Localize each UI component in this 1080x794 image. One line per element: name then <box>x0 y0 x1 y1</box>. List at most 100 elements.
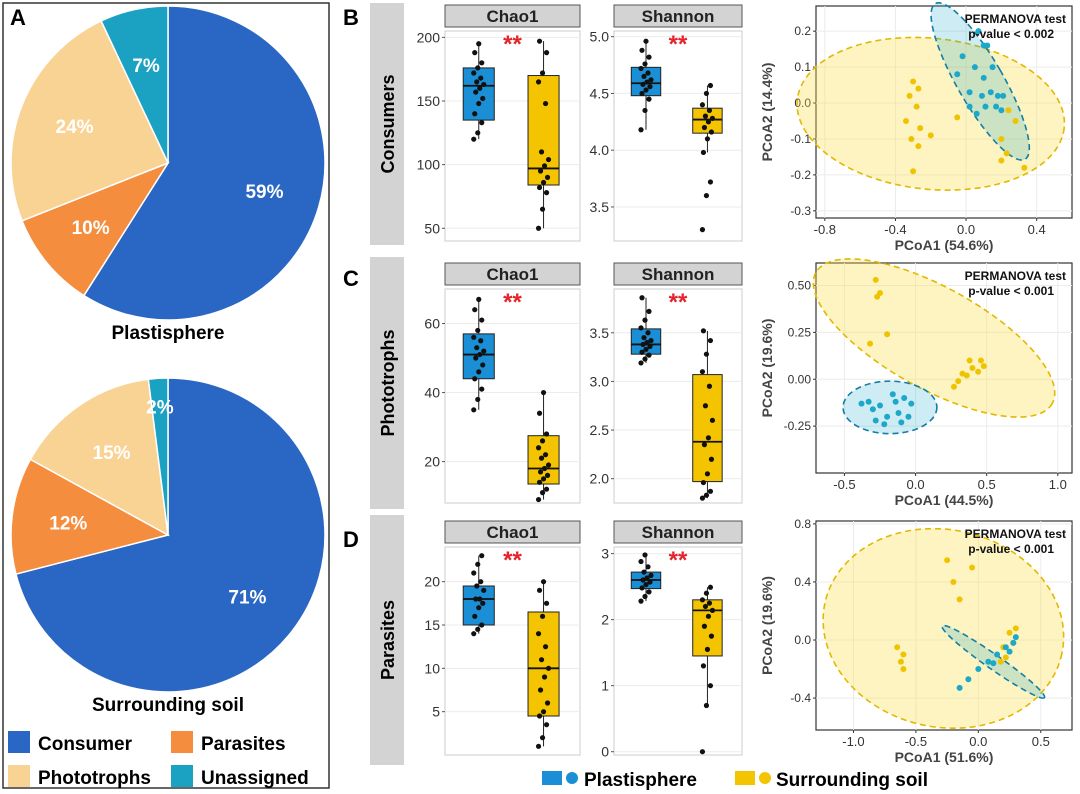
boxplot-parasites-shannon: Shannon 0 1 2 3 ** <box>601 520 743 760</box>
point-surrounding-soil <box>1021 164 1028 171</box>
point-plastisphere <box>959 53 966 60</box>
ellipse-plastisphere <box>930 2 1031 161</box>
pie-label-unassigned: 7% <box>132 56 160 77</box>
y-tick-label: 0.0 <box>794 633 811 647</box>
strip-chao1 <box>444 262 581 286</box>
point-surrounding-soil <box>704 136 711 142</box>
pie-label-parasites: 10% <box>72 218 110 239</box>
point-plastisphere <box>648 337 654 344</box>
point-surrounding-soil <box>701 623 708 629</box>
pie-slice-unassigned <box>147 377 169 536</box>
point-surrounding-soil <box>704 646 711 652</box>
point-plastisphere <box>971 64 978 71</box>
pie-slice-parasites <box>10 458 171 575</box>
significance-stars: ** <box>503 547 522 574</box>
x-tick-label: -1.0 <box>842 734 864 749</box>
point-plastisphere <box>956 684 963 691</box>
y-tick-label: 5 <box>432 704 440 720</box>
point-plastisphere <box>475 561 481 567</box>
point-plastisphere <box>989 64 996 71</box>
point-plastisphere <box>892 398 899 405</box>
point-surrounding-soil <box>535 79 542 85</box>
point-plastisphere <box>474 345 480 351</box>
point-surrounding-soil <box>700 663 707 669</box>
point-surrounding-soil <box>538 149 545 155</box>
y-tick-label: 200 <box>417 29 441 45</box>
x-tick-label: 0.0 <box>969 734 987 749</box>
point-plastisphere <box>889 391 896 398</box>
point-surrounding-soil <box>969 564 976 571</box>
pie-title-surrounding-soil: Surrounding soil <box>92 695 244 716</box>
point-surrounding-soil <box>540 389 547 396</box>
y-tick-label: 50 <box>424 220 440 236</box>
point-surrounding-soil <box>707 82 714 89</box>
point-surrounding-soil <box>544 700 551 706</box>
permanova-p-value: p-value < 0.001 <box>968 542 1054 556</box>
point-plastisphere <box>474 79 480 85</box>
point-surrounding-soil <box>537 687 544 693</box>
point-surrounding-soil <box>1006 629 1013 636</box>
significance-stars: ** <box>669 547 688 574</box>
panel-label-c: C <box>343 266 359 291</box>
point-plastisphere <box>990 660 997 667</box>
point-plastisphere <box>481 348 487 354</box>
point-plastisphere <box>975 666 982 673</box>
point-plastisphere <box>639 585 645 591</box>
point-plastisphere <box>648 77 654 83</box>
point-surrounding-soil <box>903 117 910 124</box>
point-plastisphere <box>472 111 478 117</box>
point-plastisphere <box>471 70 477 76</box>
point-plastisphere <box>987 89 994 96</box>
point-plastisphere <box>479 386 485 392</box>
box-plastisphere <box>462 67 495 121</box>
point-plastisphere <box>641 73 647 80</box>
point-plastisphere <box>646 352 652 358</box>
point-surrounding-soil <box>540 476 547 482</box>
point-surrounding-soil <box>706 107 713 114</box>
point-plastisphere <box>476 100 482 107</box>
point-surrounding-soil <box>1012 625 1019 632</box>
point-plastisphere <box>993 103 1000 110</box>
point-plastisphere <box>978 92 985 99</box>
point-plastisphere <box>643 87 649 93</box>
point-surrounding-soil <box>536 713 543 719</box>
y-tick-label: 1 <box>601 678 609 694</box>
point-surrounding-soil <box>701 442 708 448</box>
point-surrounding-soil <box>910 78 917 85</box>
permanova-title: PERMANOVA test <box>965 527 1066 541</box>
pie-slice-parasites <box>21 161 170 297</box>
point-plastisphere <box>478 338 484 344</box>
point-plastisphere <box>475 396 481 403</box>
row-strip-phototrophs: Phototrophs <box>370 257 404 509</box>
point-surrounding-soil <box>535 743 542 749</box>
y-tick-label: 3.0 <box>590 373 610 389</box>
pcoa-phototrophs: -0.5 0.0 0.5 1.0 -0.25 0.00 0.25 0.50 PERMANOVA … <box>759 258 1073 508</box>
pie-legend: Consumer Parasites Phototrophs Unassigne… <box>8 731 309 789</box>
point-plastisphere <box>641 335 647 341</box>
strip-chao1 <box>444 520 581 544</box>
point-surrounding-soil <box>702 113 709 119</box>
y-tick-label: 0.0 <box>794 96 811 110</box>
point-plastisphere <box>638 598 644 604</box>
y-tick-label: 100 <box>417 157 441 173</box>
permanova-p-value: p-value < 0.001 <box>968 284 1054 298</box>
y-tick-label: -0.4 <box>790 691 811 705</box>
point-surrounding-soil <box>707 584 714 590</box>
legend-label-parasites: Parasites <box>201 734 286 755</box>
point-plastisphere <box>480 362 486 368</box>
point-surrounding-soil <box>950 578 957 585</box>
pie-slice-phototrophs <box>10 19 170 222</box>
point-plastisphere <box>472 376 478 382</box>
point-surrounding-soil <box>950 383 957 390</box>
point-plastisphere <box>647 343 653 349</box>
y-tick-label: 4.0 <box>590 142 610 158</box>
y-tick-label: 3 <box>601 546 609 562</box>
point-surrounding-soil <box>537 168 544 174</box>
point-plastisphere <box>640 81 646 87</box>
point-plastisphere <box>645 70 651 76</box>
group-legend: Plastisphere Surrounding soil <box>542 770 928 791</box>
row-label-phototrophs: Phototrophs <box>378 330 398 437</box>
point-plastisphere <box>1006 648 1013 655</box>
box-surrounding-soil <box>692 599 723 657</box>
legend-label-plastisphere: Plastisphere <box>584 770 697 791</box>
